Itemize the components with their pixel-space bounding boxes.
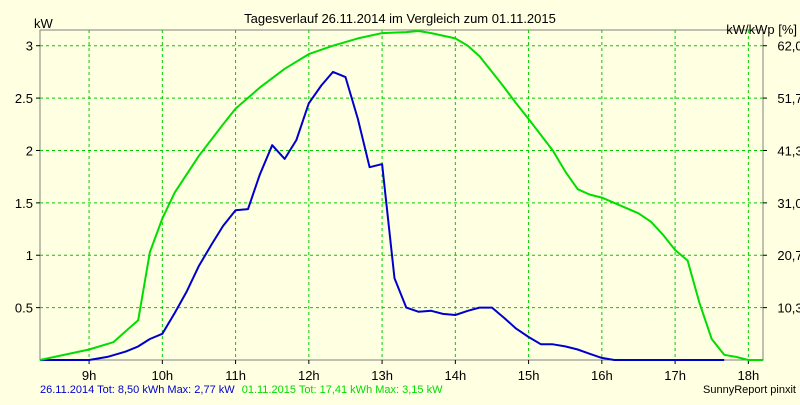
chart-title: Tagesverlauf 26.11.2014 im Vergleich zum…: [244, 11, 556, 26]
y-left-tick-label: 1: [26, 248, 33, 263]
y-right-tick-label: 62,0: [777, 39, 800, 54]
y-right-tick-label: 41,3: [777, 143, 800, 158]
y-left-tick-label: 2.5: [15, 91, 33, 106]
x-tick-label: 9h: [82, 368, 96, 383]
y-left-tick-label: 3: [26, 39, 33, 54]
y-left-tick-label: 0.5: [15, 301, 33, 316]
legend-2014-text: 26.11.2014 Tot: 8,50 kWh Max: 2,77 kW: [40, 384, 235, 396]
credit-text: SunnyReport pinxit: [703, 384, 796, 396]
x-tick-label: 14h: [444, 368, 466, 383]
x-tick-label: 11h: [225, 368, 246, 383]
x-tick-label: 13h: [371, 368, 393, 383]
x-tick-label: 17h: [664, 368, 686, 383]
x-tick-label: 15h: [518, 368, 540, 383]
x-tick-label: 12h: [298, 368, 320, 383]
y-left-tick-label: 2: [26, 143, 33, 158]
left-axis-label: kW: [34, 16, 54, 31]
x-tick-label: 16h: [591, 368, 613, 383]
x-tick-label: 18h: [737, 368, 759, 383]
legend-2015-text: 01.11.2015 Tot: 17,41 kWh Max: 3,15 kW: [242, 384, 443, 396]
series-line-2014: [40, 70, 725, 361]
plot-area: [39, 29, 764, 361]
series-line-2015: [39, 30, 763, 361]
right-axis-label: kW/kWp [%]: [726, 22, 797, 37]
y-right-tick-label: 10,3: [777, 301, 800, 316]
y-left-tick-label: 1.5: [15, 196, 33, 211]
y-right-tick-label: 20,7: [777, 248, 800, 263]
x-tick-label: 10h: [151, 368, 173, 383]
y-right-tick-label: 51,7: [777, 91, 800, 106]
y-right-tick-label: 31,0: [777, 196, 800, 211]
legend-2014: 26.11.2014 Tot: 8,50 kWh Max: 2,77 kW 01…: [40, 384, 443, 396]
